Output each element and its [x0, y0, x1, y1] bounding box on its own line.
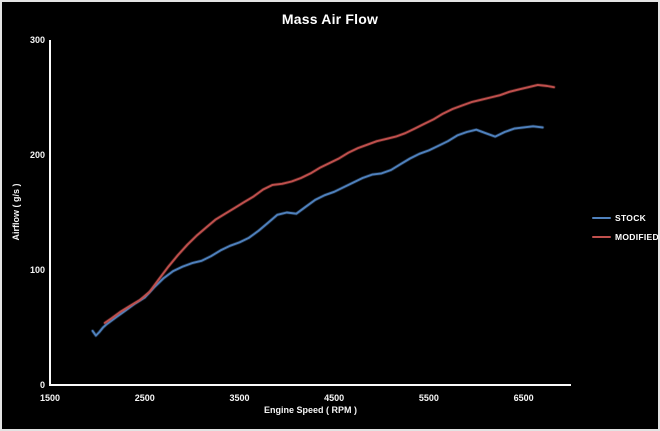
series-line-modified — [103, 83, 555, 324]
legend-item-stock: STOCK — [592, 213, 658, 223]
y-tick-label: 300 — [30, 35, 45, 45]
y-tick-label: 0 — [40, 380, 45, 390]
legend-label-stock: STOCK — [615, 213, 647, 223]
x-tick-label: 2500 — [135, 393, 155, 403]
y-tick-label: 100 — [30, 265, 45, 275]
x-tick-label: 5500 — [419, 393, 439, 403]
y-axis-title: Airflow ( g/s ) — [11, 183, 21, 241]
series-line-glow-stock — [90, 124, 545, 338]
chart-title: Mass Air Flow — [281, 11, 379, 27]
x-tick-label: 4500 — [324, 393, 344, 403]
x-axis-title: Engine Speed ( RPM ) — [263, 405, 357, 415]
x-tick-label: 1500 — [40, 393, 60, 403]
legend: STOCK MODIFIED — [592, 213, 659, 242]
series-line-glow-modified — [103, 83, 556, 325]
x-tick-label: 6500 — [514, 393, 534, 403]
y-tick-label: 200 — [30, 150, 45, 160]
x-tick-label: 3500 — [229, 393, 249, 403]
series-line-stock — [91, 125, 544, 337]
legend-swatch-stock — [592, 217, 611, 219]
legend-label-modified: MODIFIED — [615, 232, 659, 242]
legend-item-modified: MODIFIED — [592, 232, 659, 242]
legend-swatch-modified — [592, 236, 611, 238]
